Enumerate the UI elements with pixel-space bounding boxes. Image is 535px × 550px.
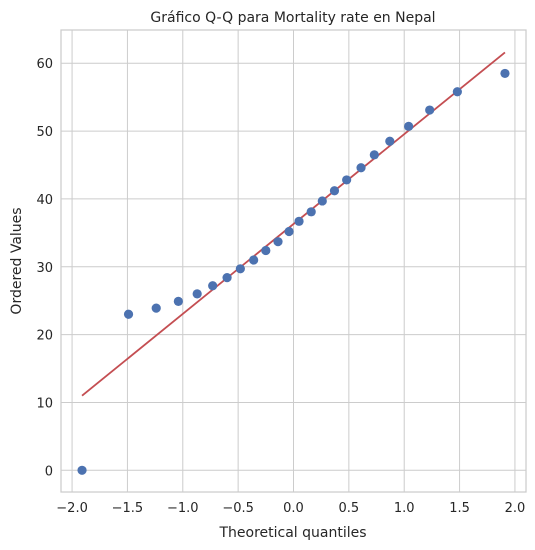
x-tick-label: 2.0 bbox=[505, 501, 526, 516]
data-point bbox=[342, 175, 352, 185]
data-point bbox=[273, 237, 283, 247]
data-point bbox=[284, 226, 294, 237]
data-points-group bbox=[77, 68, 510, 475]
x-axis-ticks: −2.0 −1.5 −1.0 −0.5 0.0 0.5 1.0 1.5 2.0 bbox=[56, 501, 525, 516]
x-tick-label: 0.0 bbox=[283, 501, 304, 516]
y-tick-label: 20 bbox=[36, 329, 53, 344]
y-tick-label: 10 bbox=[36, 396, 53, 411]
x-tick-label: −1.5 bbox=[112, 501, 144, 516]
x-tick-label: −1.0 bbox=[167, 501, 199, 516]
data-point bbox=[356, 163, 366, 173]
y-axis-ticks: 0 10 20 30 40 50 60 bbox=[36, 57, 53, 479]
data-point bbox=[123, 309, 134, 319]
x-tick-label: −2.0 bbox=[56, 501, 88, 516]
y-tick-label: 60 bbox=[36, 57, 53, 72]
data-point bbox=[261, 245, 271, 256]
reference-fit-line bbox=[81, 51, 506, 397]
data-point bbox=[425, 105, 435, 115]
data-point bbox=[235, 264, 245, 274]
data-point bbox=[385, 136, 395, 146]
x-tick-label: −0.5 bbox=[222, 501, 254, 516]
data-point bbox=[151, 303, 161, 313]
y-tick-label: 40 bbox=[36, 193, 53, 208]
data-point bbox=[249, 255, 259, 265]
x-axis-label: Theoretical quantiles bbox=[218, 525, 366, 541]
x-tick-label: 1.0 bbox=[394, 501, 415, 516]
chart-title: Gráfico Q-Q para Mortality rate en Nepal bbox=[150, 10, 435, 26]
data-point bbox=[452, 87, 462, 97]
y-tick-label: 0 bbox=[45, 464, 53, 479]
data-point bbox=[77, 465, 87, 475]
grid-lines bbox=[61, 30, 526, 492]
y-tick-label: 50 bbox=[36, 125, 53, 140]
reference-line-group bbox=[81, 51, 506, 397]
data-point bbox=[500, 68, 510, 79]
data-point bbox=[173, 296, 183, 306]
data-point bbox=[208, 281, 218, 291]
data-point bbox=[317, 196, 327, 206]
data-point bbox=[404, 121, 414, 131]
y-tick-label: 30 bbox=[36, 261, 53, 276]
data-point bbox=[192, 289, 202, 299]
data-point bbox=[369, 150, 379, 160]
data-point bbox=[306, 207, 316, 217]
data-point bbox=[222, 273, 232, 283]
x-tick-label: 1.5 bbox=[449, 501, 470, 516]
x-tick-label: 0.5 bbox=[339, 501, 360, 516]
data-point bbox=[329, 186, 340, 196]
y-axis-label: Ordered Values bbox=[9, 207, 25, 314]
data-point bbox=[294, 216, 304, 226]
